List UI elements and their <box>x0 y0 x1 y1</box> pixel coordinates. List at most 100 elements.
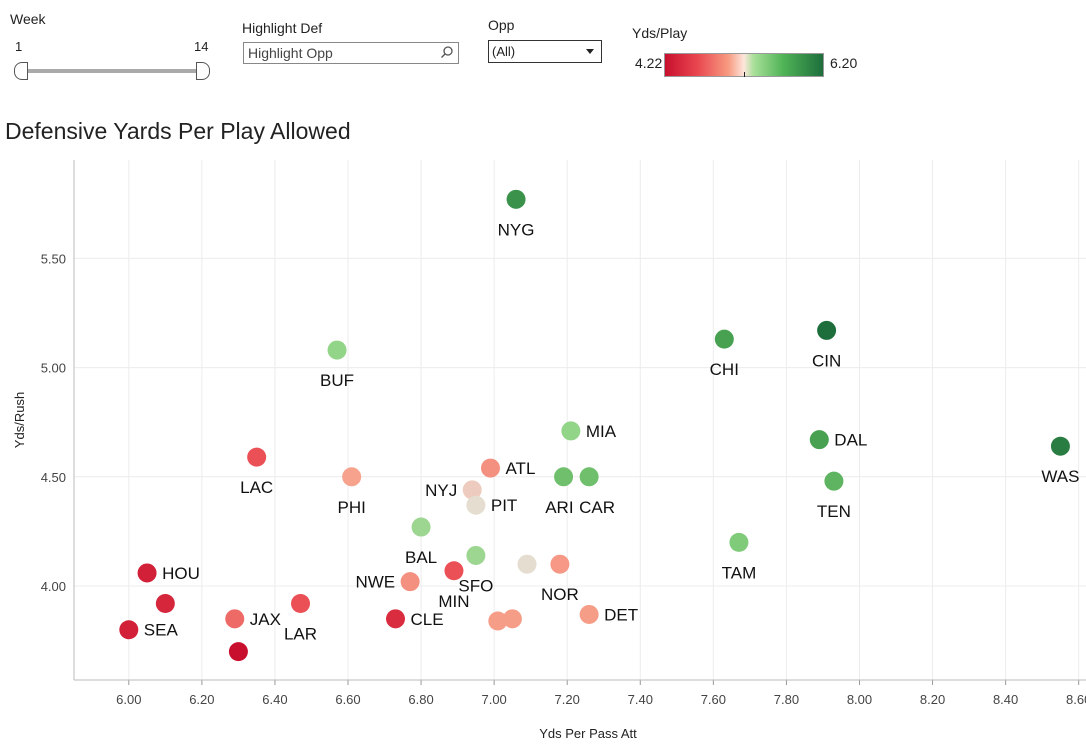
x-tick-label: 8.60 <box>1066 692 1086 707</box>
data-point[interactable] <box>155 594 175 614</box>
x-tick-label: 6.60 <box>335 692 360 707</box>
legend-max-value: 6.20 <box>830 55 858 71</box>
data-point-cin[interactable] <box>817 320 837 340</box>
legend-marker <box>744 72 745 77</box>
x-tick-label: 8.20 <box>920 692 945 707</box>
week-slider-track[interactable] <box>20 69 200 73</box>
chevron-down-icon <box>586 49 594 54</box>
point-label-nor: NOR <box>541 585 579 604</box>
x-tick-label: 7.60 <box>701 692 726 707</box>
point-label-dal: DAL <box>834 431 867 450</box>
data-point-lac[interactable] <box>247 447 267 467</box>
data-point-mia[interactable] <box>561 421 581 441</box>
data-point-ari[interactable] <box>554 467 574 487</box>
point-label-car: CAR <box>579 498 615 517</box>
point-label-ten: TEN <box>817 502 851 521</box>
data-points <box>119 189 1070 662</box>
data-point-was[interactable] <box>1050 436 1070 456</box>
data-point-nyj[interactable] <box>462 480 482 500</box>
y-axis-title: Yds/Rush <box>12 392 27 448</box>
y-tick-label: 4.00 <box>41 579 66 594</box>
data-point-sfo[interactable] <box>466 545 486 565</box>
data-point-lar[interactable] <box>291 594 311 614</box>
x-axis-title: Yds Per Pass Att <box>539 726 637 741</box>
point-label-bal: BAL <box>405 548 437 567</box>
data-point[interactable] <box>488 611 508 631</box>
x-tick-label: 7.40 <box>628 692 653 707</box>
week-max-value: 14 <box>194 39 209 54</box>
y-tick-label: 5.00 <box>41 361 66 376</box>
data-point[interactable] <box>517 554 537 574</box>
point-label-hou: HOU <box>162 564 200 583</box>
data-point-hou[interactable] <box>137 563 157 583</box>
data-point-det[interactable] <box>579 604 599 624</box>
data-point[interactable] <box>228 642 248 662</box>
y-tick-label: 5.50 <box>41 251 66 266</box>
data-point-chi[interactable] <box>714 329 734 349</box>
data-point-sea[interactable] <box>119 620 139 640</box>
point-label-was: WAS <box>1041 467 1079 486</box>
x-tick-label: 6.00 <box>116 692 141 707</box>
point-label-cle: CLE <box>411 610 444 629</box>
point-label-ari: ARI <box>545 498 573 517</box>
data-point-cle[interactable] <box>386 609 406 629</box>
point-label-sfo: SFO <box>458 576 493 595</box>
legend-title: Yds/Play <box>632 25 688 41</box>
week-slider-max-handle[interactable] <box>196 62 210 80</box>
gridlines <box>74 160 1086 680</box>
point-label-det: DET <box>604 605 638 624</box>
data-point-pit[interactable] <box>466 495 486 515</box>
data-point-dal[interactable] <box>809 430 829 450</box>
axes: 6.00 6.20 6.40 6.60 6.80 7.00 7.20 7.40 7.60 7.80… <box>41 160 1086 707</box>
x-tick-label: 6.80 <box>408 692 433 707</box>
data-point-car[interactable] <box>579 467 599 487</box>
point-label-pit: PIT <box>491 496 517 515</box>
point-label-tam: TAM <box>722 563 757 582</box>
data-point-nyg[interactable] <box>506 189 526 209</box>
chart-title: Defensive Yards Per Play Allowed <box>5 118 351 144</box>
x-tick-label: 7.00 <box>481 692 506 707</box>
x-tick-label: 7.80 <box>774 692 799 707</box>
x-tick-label: 7.20 <box>555 692 580 707</box>
point-label-nyg: NYG <box>498 220 535 239</box>
opp-select[interactable]: (All) <box>488 40 602 63</box>
data-point-nor[interactable] <box>550 554 570 574</box>
point-label-nyj: NYJ <box>425 481 457 500</box>
highlight-search-input[interactable]: Highlight Opp <box>243 42 459 64</box>
data-point-buf[interactable] <box>327 340 347 360</box>
data-point-atl[interactable] <box>480 458 500 478</box>
x-tick-label: 6.40 <box>262 692 287 707</box>
opp-filter-label: Opp <box>488 17 515 33</box>
point-label-min: MIN <box>438 592 469 611</box>
data-point-bal[interactable] <box>411 517 431 537</box>
legend-min-value: 4.22 <box>635 55 663 71</box>
week-filter-label: Week <box>10 11 46 27</box>
point-labels: NYG CIN CHI BUF MIA DAL WAS LAC ATL PHI ARI CAR TEN N… <box>144 220 1080 643</box>
data-point-nwe[interactable] <box>400 572 420 592</box>
point-label-buf: BUF <box>320 371 354 390</box>
data-point-jax[interactable] <box>225 609 245 629</box>
point-label-sea: SEA <box>144 621 179 640</box>
y-tick-label: 4.50 <box>41 470 66 485</box>
highlight-search-placeholder: Highlight Opp <box>248 45 333 61</box>
data-point[interactable] <box>502 609 522 629</box>
point-label-phi: PHI <box>337 498 365 517</box>
data-point-tam[interactable] <box>729 532 749 552</box>
highlight-def-label: Highlight Def <box>242 20 323 36</box>
data-point-min[interactable] <box>444 561 464 581</box>
point-label-atl: ATL <box>505 459 535 478</box>
point-label-cin: CIN <box>812 351 841 370</box>
x-tick-label: 8.00 <box>847 692 872 707</box>
point-label-mia: MIA <box>586 422 617 441</box>
search-icon[interactable] <box>440 45 454 59</box>
point-label-chi: CHI <box>710 360 739 379</box>
data-point-ten[interactable] <box>824 471 844 491</box>
x-tick-label: 8.40 <box>993 692 1018 707</box>
opp-select-value: (All) <box>492 44 516 59</box>
week-slider-min-handle[interactable] <box>14 62 28 80</box>
point-label-lar: LAR <box>284 625 317 644</box>
point-label-jax: JAX <box>250 610 281 629</box>
data-point-phi[interactable] <box>342 467 362 487</box>
x-tick-label: 6.20 <box>189 692 214 707</box>
point-label-nwe: NWE <box>355 573 395 592</box>
